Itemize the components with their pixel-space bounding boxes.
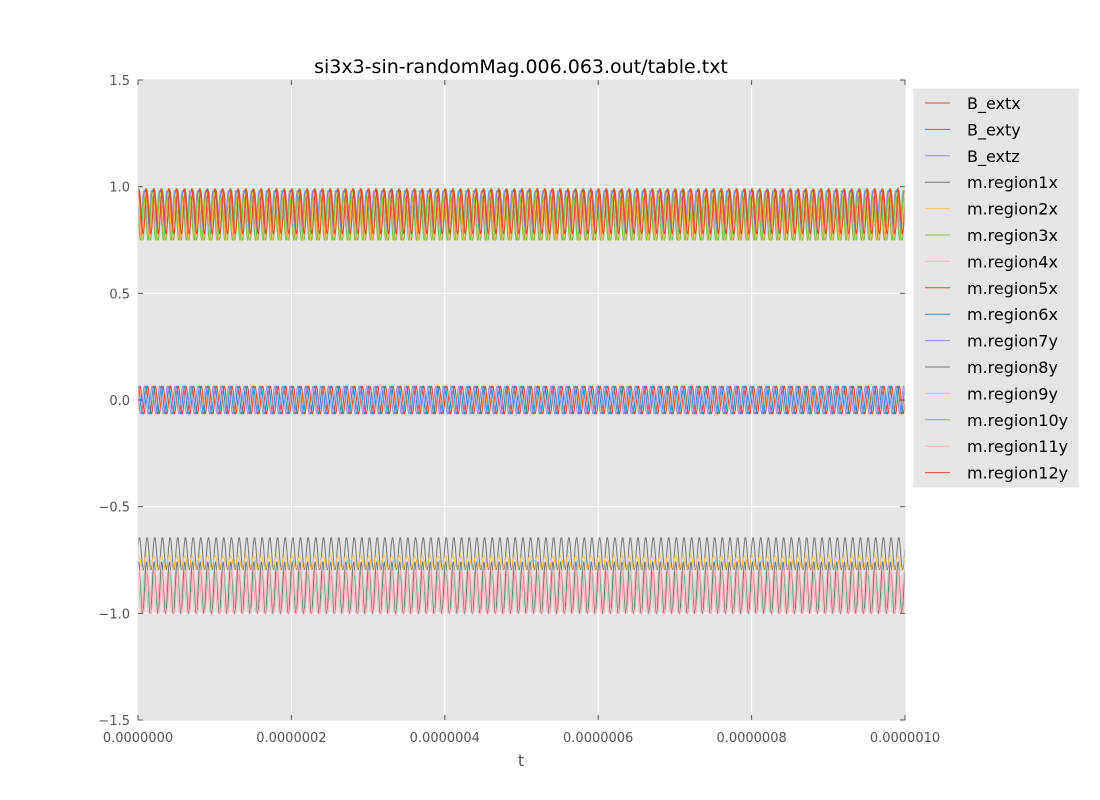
y-tick-label: 0.5 xyxy=(109,287,130,302)
series-line-B_extz xyxy=(137,385,906,415)
y-tick-label: 1.0 xyxy=(109,181,130,196)
y-tick-label: 0.0 xyxy=(109,394,130,409)
legend-label: m.region10y xyxy=(967,411,1068,430)
x-tick-label: 0.0000002 xyxy=(256,731,326,746)
legend-label: m.region2x xyxy=(967,200,1058,219)
x-axis-label: t xyxy=(518,751,524,770)
series-line-m.region12y xyxy=(137,189,906,235)
legend-label: m.region7y xyxy=(967,332,1058,351)
legend-label: m.region4x xyxy=(967,252,1058,271)
legend-label: m.region1x xyxy=(967,173,1058,192)
series-lines xyxy=(137,187,906,615)
chart-title: si3x3-sin-randomMag.006.063.out/table.tx… xyxy=(314,56,728,78)
legend-label: m.region8y xyxy=(967,358,1058,377)
series-line-m.region2x xyxy=(137,555,906,570)
y-tick-label: 1.5 xyxy=(109,74,130,89)
legend-label: B_extx xyxy=(967,94,1021,114)
y-tick-label: −1.0 xyxy=(98,607,130,622)
series-line-m.region9y xyxy=(137,191,906,242)
legend-label: B_exty xyxy=(967,120,1021,140)
y-tick-label: −1.5 xyxy=(98,714,130,729)
legend-label: m.region9y xyxy=(967,384,1058,403)
x-tick-label: 0.0000000 xyxy=(103,731,173,746)
legend-label: m.region6x xyxy=(967,305,1058,324)
legend-label: m.region11y xyxy=(967,437,1068,456)
series-line-m.region11y xyxy=(137,570,906,614)
x-tick-label: 0.0000010 xyxy=(870,731,940,746)
y-tick-label: −0.5 xyxy=(98,501,130,516)
x-tick-label: 0.0000006 xyxy=(563,731,633,746)
series-line-m.region1x xyxy=(137,537,906,571)
x-tick-label: 0.0000008 xyxy=(716,731,786,746)
series-line-B_exty xyxy=(137,385,906,415)
legend-label: m.region5x xyxy=(967,279,1058,298)
legend-items: B_extx B_exty B_extz m.region1x m.region2x m.… xyxy=(925,94,1068,483)
x-tick-label: 0.0000004 xyxy=(410,731,480,746)
series-line-m.region10y xyxy=(137,196,906,241)
legend: B_extx B_exty B_extz m.region1x m.region2x m.… xyxy=(912,87,1080,489)
legend-label: B_extz xyxy=(967,147,1020,167)
legend-label: m.region12y xyxy=(967,464,1068,483)
axis-ticks: 0.0000000 0.0000002 0.0000004 0.0000006 0.00… xyxy=(98,74,940,746)
legend-label: m.region3x xyxy=(967,226,1058,245)
